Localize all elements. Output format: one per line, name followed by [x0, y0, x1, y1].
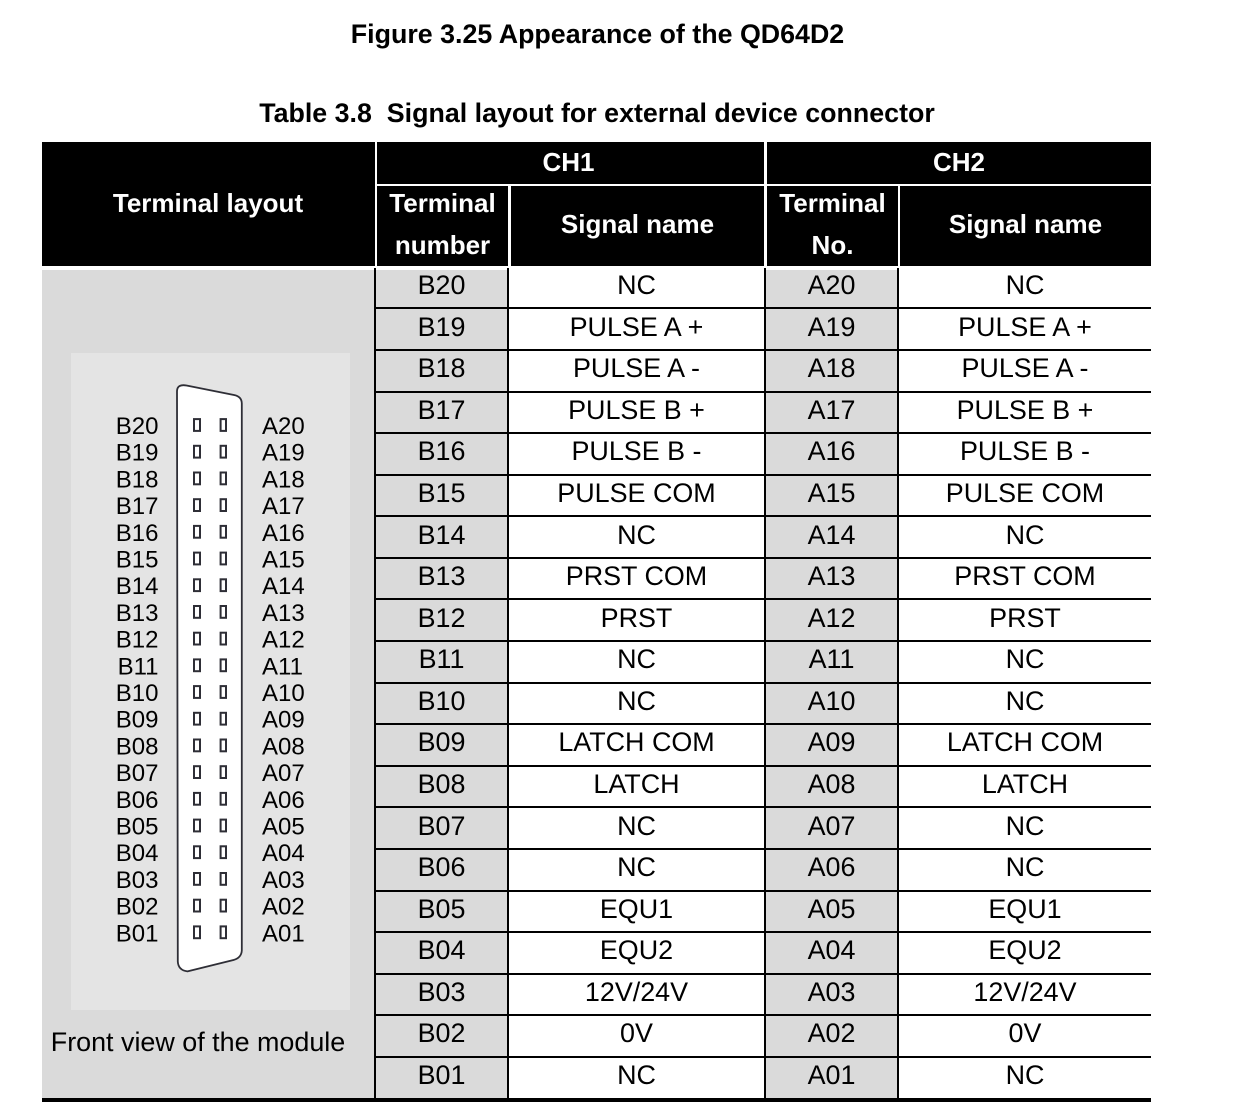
svg-text:A08: A08	[262, 733, 305, 760]
svg-text:A10: A10	[262, 680, 305, 707]
svg-text:B15: B15	[116, 547, 159, 574]
svg-text:B16: B16	[116, 520, 159, 547]
svg-text:A03: A03	[262, 867, 305, 894]
svg-text:B01: B01	[116, 920, 159, 947]
svg-text:B08: B08	[116, 733, 159, 760]
svg-text:B17: B17	[116, 493, 159, 520]
svg-text:B06: B06	[116, 787, 159, 814]
svg-text:B09: B09	[116, 707, 159, 734]
svg-text:A19: A19	[262, 440, 305, 467]
svg-text:A17: A17	[262, 493, 305, 520]
svg-text:A09: A09	[262, 707, 305, 734]
svg-text:A13: A13	[262, 600, 305, 627]
svg-text:A14: A14	[262, 573, 305, 600]
svg-text:A18: A18	[262, 466, 305, 493]
svg-text:A04: A04	[262, 840, 305, 867]
svg-text:A06: A06	[262, 787, 305, 814]
svg-text:B07: B07	[116, 760, 159, 787]
svg-text:B14: B14	[116, 573, 159, 600]
svg-text:B10: B10	[116, 680, 159, 707]
svg-text:B19: B19	[116, 440, 159, 467]
svg-text:B04: B04	[116, 840, 159, 867]
svg-text:A11: A11	[262, 653, 303, 680]
svg-text:B12: B12	[116, 627, 159, 654]
svg-text:A15: A15	[262, 547, 305, 574]
svg-text:A07: A07	[262, 760, 305, 787]
svg-text:B18: B18	[116, 466, 159, 493]
svg-text:A05: A05	[262, 814, 305, 841]
svg-text:B13: B13	[116, 600, 159, 627]
svg-text:A20: A20	[262, 413, 305, 440]
svg-text:B05: B05	[116, 814, 159, 841]
svg-text:B20: B20	[116, 413, 159, 440]
svg-text:A16: A16	[262, 520, 305, 547]
svg-text:B02: B02	[116, 894, 159, 921]
svg-text:B11: B11	[118, 653, 159, 680]
svg-text:B03: B03	[116, 867, 159, 894]
svg-text:A12: A12	[262, 627, 305, 654]
svg-text:A01: A01	[262, 920, 305, 947]
svg-text:A02: A02	[262, 894, 305, 921]
